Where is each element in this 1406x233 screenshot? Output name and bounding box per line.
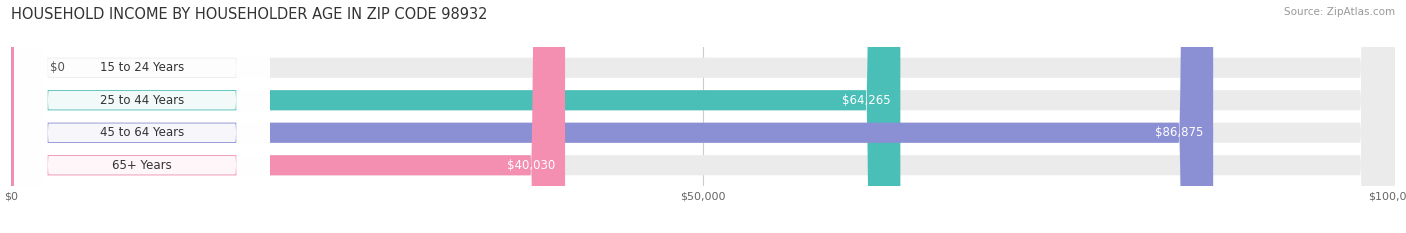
FancyBboxPatch shape: [1, 0, 46, 233]
Text: $0: $0: [51, 61, 65, 74]
FancyBboxPatch shape: [11, 0, 565, 233]
FancyBboxPatch shape: [14, 0, 270, 233]
FancyBboxPatch shape: [11, 0, 1395, 233]
FancyBboxPatch shape: [11, 0, 1395, 233]
Text: 15 to 24 Years: 15 to 24 Years: [100, 61, 184, 74]
Text: HOUSEHOLD INCOME BY HOUSEHOLDER AGE IN ZIP CODE 98932: HOUSEHOLD INCOME BY HOUSEHOLDER AGE IN Z…: [11, 7, 488, 22]
Text: $86,875: $86,875: [1156, 126, 1204, 139]
FancyBboxPatch shape: [11, 0, 900, 233]
Text: Source: ZipAtlas.com: Source: ZipAtlas.com: [1284, 7, 1395, 17]
FancyBboxPatch shape: [14, 0, 270, 233]
Text: 25 to 44 Years: 25 to 44 Years: [100, 94, 184, 107]
Text: 45 to 64 Years: 45 to 64 Years: [100, 126, 184, 139]
Text: $64,265: $64,265: [842, 94, 890, 107]
FancyBboxPatch shape: [14, 0, 270, 233]
FancyBboxPatch shape: [11, 0, 1395, 233]
Text: $40,030: $40,030: [508, 159, 555, 172]
FancyBboxPatch shape: [14, 0, 270, 233]
Text: 65+ Years: 65+ Years: [112, 159, 172, 172]
FancyBboxPatch shape: [11, 0, 1213, 233]
FancyBboxPatch shape: [11, 0, 1395, 233]
